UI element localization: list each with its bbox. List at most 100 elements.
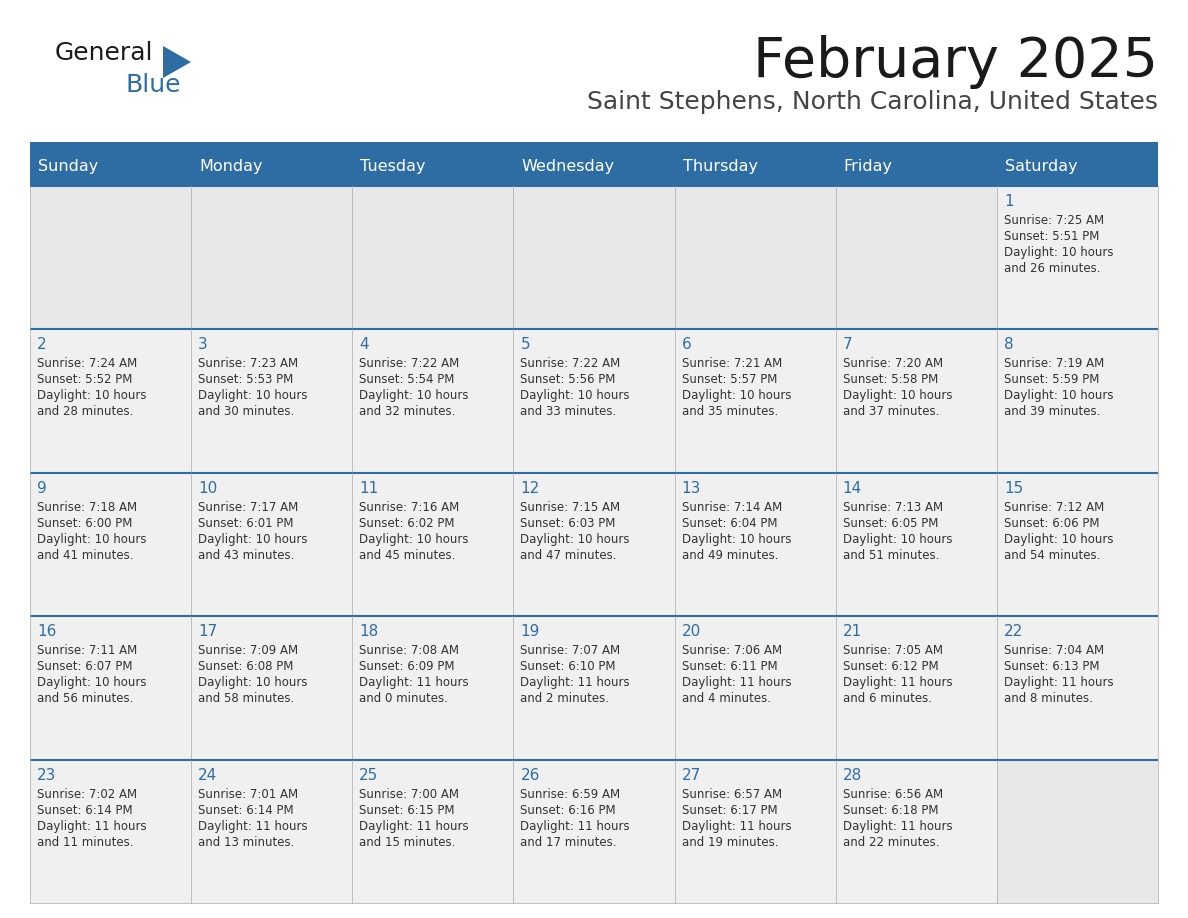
Text: Daylight: 10 hours: Daylight: 10 hours — [1004, 246, 1113, 259]
Bar — [835, 759, 997, 903]
Text: Sunset: 6:16 PM: Sunset: 6:16 PM — [520, 803, 617, 817]
Text: and 56 minutes.: and 56 minutes. — [37, 692, 133, 705]
Text: Daylight: 10 hours: Daylight: 10 hours — [842, 532, 953, 546]
Text: Daylight: 11 hours: Daylight: 11 hours — [842, 677, 953, 689]
Text: 19: 19 — [520, 624, 539, 639]
Text: Sunrise: 7:12 AM: Sunrise: 7:12 AM — [1004, 501, 1104, 514]
Text: Sunset: 6:12 PM: Sunset: 6:12 PM — [842, 660, 939, 673]
Text: 26: 26 — [520, 767, 539, 783]
Text: and 28 minutes.: and 28 minutes. — [37, 406, 133, 419]
Text: Daylight: 11 hours: Daylight: 11 hours — [682, 820, 791, 833]
Bar — [30, 330, 191, 473]
Text: 5: 5 — [520, 338, 530, 353]
Text: and 45 minutes.: and 45 minutes. — [359, 549, 456, 562]
Text: Sunrise: 7:16 AM: Sunrise: 7:16 AM — [359, 501, 460, 514]
Text: Sunrise: 7:23 AM: Sunrise: 7:23 AM — [198, 357, 298, 370]
Text: and 39 minutes.: and 39 minutes. — [1004, 406, 1100, 419]
Text: Daylight: 11 hours: Daylight: 11 hours — [359, 820, 469, 833]
Text: and 13 minutes.: and 13 minutes. — [198, 835, 295, 848]
Text: and 43 minutes.: and 43 minutes. — [198, 549, 295, 562]
Text: 15: 15 — [1004, 481, 1023, 496]
Bar — [997, 186, 1158, 330]
Text: and 8 minutes.: and 8 minutes. — [1004, 692, 1093, 705]
Text: Daylight: 11 hours: Daylight: 11 hours — [198, 820, 308, 833]
Text: Sunrise: 6:56 AM: Sunrise: 6:56 AM — [842, 788, 943, 800]
Text: Sunrise: 7:00 AM: Sunrise: 7:00 AM — [359, 788, 460, 800]
Bar — [191, 330, 353, 473]
Bar — [191, 186, 353, 330]
Bar — [675, 616, 835, 759]
Text: 16: 16 — [37, 624, 56, 639]
Text: Friday: Friday — [843, 160, 892, 174]
Text: and 22 minutes.: and 22 minutes. — [842, 835, 940, 848]
Text: and 32 minutes.: and 32 minutes. — [359, 406, 456, 419]
Text: Daylight: 11 hours: Daylight: 11 hours — [1004, 677, 1113, 689]
Text: 20: 20 — [682, 624, 701, 639]
Text: Daylight: 10 hours: Daylight: 10 hours — [359, 389, 469, 402]
Text: Sunset: 6:14 PM: Sunset: 6:14 PM — [198, 803, 293, 817]
Text: Sunrise: 7:01 AM: Sunrise: 7:01 AM — [198, 788, 298, 800]
Text: and 6 minutes.: and 6 minutes. — [842, 692, 931, 705]
Text: Sunrise: 7:22 AM: Sunrise: 7:22 AM — [359, 357, 460, 370]
Text: and 54 minutes.: and 54 minutes. — [1004, 549, 1100, 562]
Bar — [513, 186, 675, 330]
Text: Sunrise: 7:13 AM: Sunrise: 7:13 AM — [842, 501, 943, 514]
Text: Sunrise: 7:17 AM: Sunrise: 7:17 AM — [198, 501, 298, 514]
Bar — [835, 186, 997, 330]
Bar — [353, 186, 513, 330]
Bar — [353, 759, 513, 903]
Bar — [191, 759, 353, 903]
Text: Sunset: 6:13 PM: Sunset: 6:13 PM — [1004, 660, 1099, 673]
Text: Sunrise: 7:25 AM: Sunrise: 7:25 AM — [1004, 214, 1104, 227]
Text: Sunrise: 7:14 AM: Sunrise: 7:14 AM — [682, 501, 782, 514]
Text: Daylight: 11 hours: Daylight: 11 hours — [520, 677, 630, 689]
Text: Daylight: 10 hours: Daylight: 10 hours — [37, 677, 146, 689]
Bar — [513, 330, 675, 473]
Text: Sunrise: 7:04 AM: Sunrise: 7:04 AM — [1004, 644, 1104, 657]
Text: 11: 11 — [359, 481, 379, 496]
Bar — [191, 616, 353, 759]
Bar — [675, 330, 835, 473]
Text: and 2 minutes.: and 2 minutes. — [520, 692, 609, 705]
Text: Daylight: 10 hours: Daylight: 10 hours — [198, 532, 308, 546]
Bar — [191, 473, 353, 616]
Bar — [513, 473, 675, 616]
Text: 13: 13 — [682, 481, 701, 496]
Text: Sunrise: 7:20 AM: Sunrise: 7:20 AM — [842, 357, 943, 370]
Text: 27: 27 — [682, 767, 701, 783]
Text: Sunrise: 7:15 AM: Sunrise: 7:15 AM — [520, 501, 620, 514]
Text: Daylight: 11 hours: Daylight: 11 hours — [682, 677, 791, 689]
Text: Sunset: 6:07 PM: Sunset: 6:07 PM — [37, 660, 133, 673]
Text: Sunrise: 7:07 AM: Sunrise: 7:07 AM — [520, 644, 620, 657]
Bar — [997, 759, 1158, 903]
Text: Sunset: 6:02 PM: Sunset: 6:02 PM — [359, 517, 455, 530]
Bar — [997, 330, 1158, 473]
Text: Daylight: 11 hours: Daylight: 11 hours — [359, 677, 469, 689]
Text: Sunset: 5:53 PM: Sunset: 5:53 PM — [198, 374, 293, 386]
Text: Sunset: 5:51 PM: Sunset: 5:51 PM — [1004, 230, 1099, 243]
Text: Sunrise: 7:21 AM: Sunrise: 7:21 AM — [682, 357, 782, 370]
Text: Thursday: Thursday — [683, 160, 758, 174]
Text: 6: 6 — [682, 338, 691, 353]
Text: Daylight: 11 hours: Daylight: 11 hours — [520, 820, 630, 833]
Text: Sunrise: 7:19 AM: Sunrise: 7:19 AM — [1004, 357, 1104, 370]
Text: Sunset: 5:56 PM: Sunset: 5:56 PM — [520, 374, 615, 386]
Text: Sunrise: 7:02 AM: Sunrise: 7:02 AM — [37, 788, 137, 800]
Text: Sunset: 5:59 PM: Sunset: 5:59 PM — [1004, 374, 1099, 386]
Text: 18: 18 — [359, 624, 379, 639]
Text: General: General — [55, 41, 153, 65]
Text: Sunrise: 6:59 AM: Sunrise: 6:59 AM — [520, 788, 620, 800]
Text: 3: 3 — [198, 338, 208, 353]
Text: Wednesday: Wednesday — [522, 160, 614, 174]
Text: 2: 2 — [37, 338, 46, 353]
Text: Saturday: Saturday — [1005, 160, 1078, 174]
Text: Sunset: 6:11 PM: Sunset: 6:11 PM — [682, 660, 777, 673]
Text: 12: 12 — [520, 481, 539, 496]
Text: Daylight: 11 hours: Daylight: 11 hours — [37, 820, 146, 833]
Text: Sunrise: 7:06 AM: Sunrise: 7:06 AM — [682, 644, 782, 657]
Bar — [835, 473, 997, 616]
Text: 25: 25 — [359, 767, 379, 783]
Text: Daylight: 10 hours: Daylight: 10 hours — [1004, 532, 1113, 546]
Bar — [513, 616, 675, 759]
Text: 10: 10 — [198, 481, 217, 496]
